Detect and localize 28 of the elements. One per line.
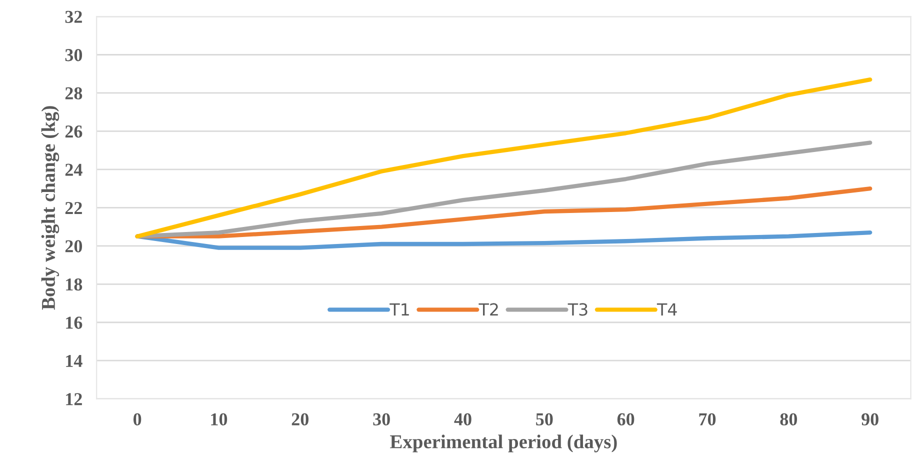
x-tick-label: 60 — [617, 413, 634, 426]
x-tick-label: 70 — [699, 413, 716, 426]
x-tick-label: 50 — [536, 413, 553, 426]
y-axis-title: Body weight change (kg) — [41, 106, 60, 310]
x-tick-label: 20 — [292, 413, 308, 426]
y-tick-label: 20 — [65, 240, 82, 252]
y-tick-label: 18 — [66, 278, 82, 291]
x-tick-label: 10 — [211, 413, 228, 426]
x-tick-label: 30 — [373, 413, 390, 426]
x-tick-label: 0 — [133, 413, 142, 426]
y-tick-label: 14 — [66, 354, 82, 367]
y-tick-label: 32 — [65, 10, 82, 23]
x-axis-title: Experimental period (days) — [390, 434, 617, 452]
legend-label: T2 — [478, 303, 498, 316]
line-series — [135, 78, 872, 238]
y-tick-label: 26 — [65, 126, 82, 138]
x-tick-label: 90 — [862, 413, 878, 426]
legend-label: T4 — [656, 303, 677, 316]
x-tick-label: 80 — [780, 413, 798, 426]
y-tick-label: 28 — [65, 87, 82, 100]
y-tick-label: 24 — [65, 164, 82, 176]
legend-label: T1 — [390, 303, 409, 316]
y-tick-label: 12 — [66, 393, 82, 406]
legend-label: T3 — [568, 303, 588, 316]
y-tick-label: 30 — [65, 49, 82, 62]
x-tick-label: 40 — [454, 413, 472, 426]
y-tick-label: 16 — [66, 316, 82, 329]
y-tick-label: 22 — [65, 202, 82, 214]
